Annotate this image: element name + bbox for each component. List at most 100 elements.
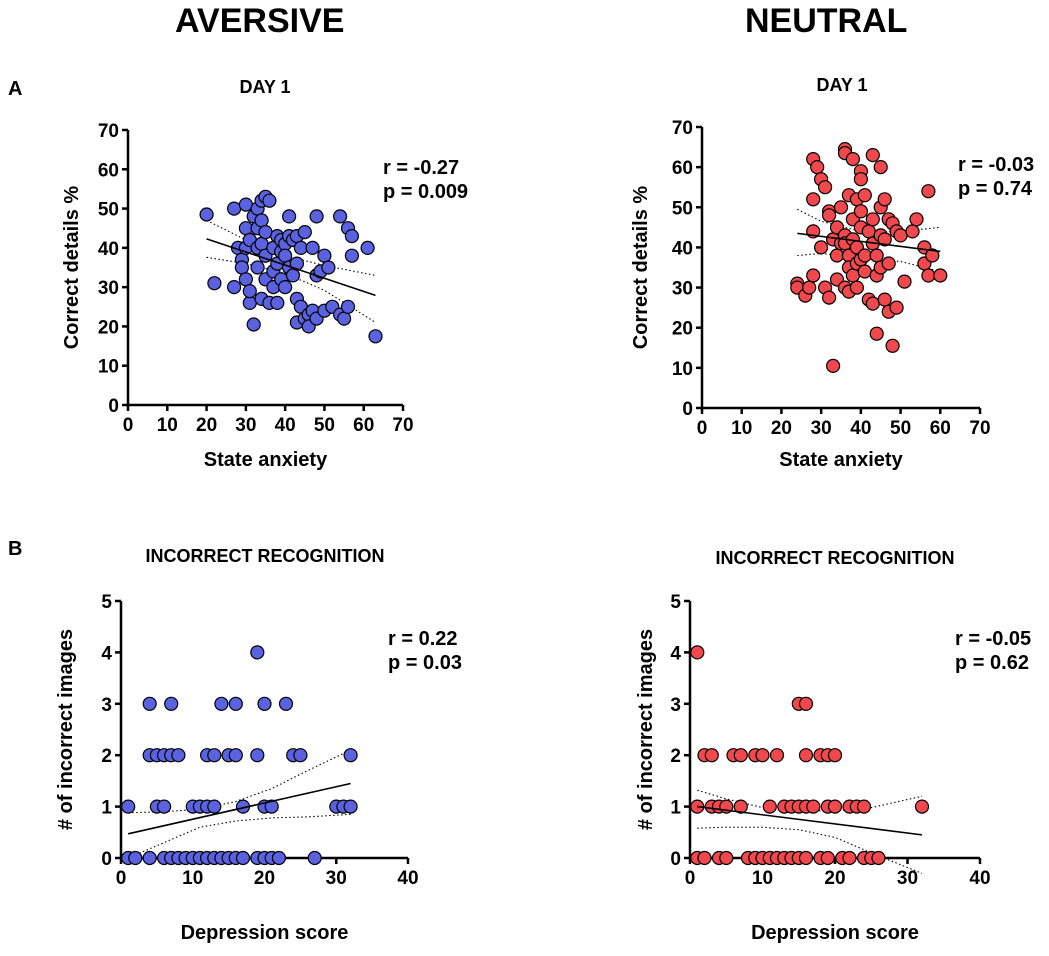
data-point — [817, 180, 833, 195]
data-point — [271, 850, 286, 866]
data-point — [337, 311, 352, 326]
x-tick-label: 10 — [752, 868, 773, 889]
x-tick-label: 70 — [392, 415, 413, 436]
data-point — [857, 248, 872, 263]
data-point — [258, 225, 273, 240]
y-tick-label: 60 — [98, 160, 119, 181]
y-tick-label: 3 — [101, 695, 112, 716]
x-tick-label: 20 — [254, 868, 275, 889]
data-point — [207, 276, 222, 291]
data-point — [897, 274, 912, 289]
data-point — [238, 272, 253, 287]
data-point — [869, 326, 884, 341]
data-point — [842, 850, 857, 866]
data-point — [234, 260, 249, 275]
data-point — [853, 172, 869, 187]
data-point — [250, 260, 265, 275]
chart-2: DAY 1 0 10 20 30 40 50 60 70 0 10 20 30 40 50 60 70 State… — [630, 75, 1034, 471]
data-point — [128, 850, 143, 866]
x-tick-label: 0 — [116, 868, 127, 889]
y-tick-label: 40 — [672, 238, 693, 259]
data-point — [825, 358, 841, 373]
data-point — [813, 240, 829, 255]
data-point — [227, 201, 242, 216]
data-point — [293, 240, 308, 255]
y-tick-label: 0 — [101, 849, 112, 870]
y-tick-label: 0 — [682, 399, 693, 420]
y-tick-label: 4 — [670, 643, 681, 664]
data-point — [697, 850, 712, 866]
x-tick-label: 40 — [397, 868, 418, 889]
data-point — [360, 240, 375, 255]
data-point — [733, 799, 748, 814]
x-tick-label: 40 — [275, 415, 296, 436]
y-axis-label: Correct details % — [61, 186, 83, 350]
data-point — [856, 799, 872, 814]
data-point — [829, 248, 845, 263]
x-tick-label: 30 — [235, 415, 256, 436]
data-point — [877, 292, 892, 307]
data-point — [933, 268, 948, 283]
x-tick-label: 40 — [969, 868, 990, 889]
data-point — [343, 748, 358, 763]
data-point — [227, 280, 242, 295]
x-tick-label: 0 — [685, 868, 696, 889]
data-point — [921, 268, 936, 283]
data-point — [321, 260, 336, 275]
data-point — [207, 799, 222, 814]
data-point — [228, 748, 243, 763]
data-point — [238, 197, 253, 212]
regression-line — [697, 805, 923, 836]
data-point — [207, 748, 222, 763]
panel-letter-a: A — [8, 78, 23, 100]
data-point — [242, 295, 257, 310]
data-point — [833, 200, 849, 215]
correlation-p-annotation: p = 0.009 — [383, 181, 468, 203]
x-tick-label: 30 — [326, 868, 347, 889]
data-point — [368, 329, 383, 344]
data-point — [798, 696, 814, 711]
y-tick-label: 1 — [101, 798, 112, 819]
x-tick-label: 70 — [969, 418, 990, 439]
chart-title: INCORRECT RECOGNITION — [715, 548, 954, 568]
data-point — [849, 280, 865, 295]
data-point — [853, 204, 869, 219]
aversive-column-title: AVERSIVE — [175, 2, 345, 40]
data-point — [806, 192, 821, 207]
data-point — [806, 799, 821, 814]
correlation-p-annotation: p = 0.74 — [958, 178, 1033, 200]
correlation-r-annotation: r = -0.05 — [955, 628, 1031, 650]
data-point — [343, 799, 358, 814]
data-point — [121, 799, 136, 814]
x-tick-label: 60 — [930, 418, 951, 439]
y-tick-label: 5 — [101, 592, 112, 613]
data-point — [821, 290, 837, 305]
y-tick-label: 0 — [108, 396, 119, 417]
data-point — [810, 160, 825, 175]
data-point — [142, 696, 157, 711]
neutral-column-title: NEUTRAL — [745, 2, 908, 40]
y-tick-label: 40 — [98, 239, 119, 260]
data-point — [317, 248, 332, 263]
x-tick-label: 10 — [182, 868, 203, 889]
x-axis-label: Depression score — [751, 922, 919, 944]
data-point — [171, 748, 186, 763]
data-point — [806, 268, 821, 283]
data-point — [893, 228, 908, 243]
data-point — [857, 188, 872, 203]
y-tick-label: 2 — [101, 746, 112, 767]
data-point — [865, 296, 880, 311]
y-tick-label: 1 — [670, 798, 681, 819]
data-point — [755, 748, 770, 763]
correlation-p-annotation: p = 0.03 — [388, 652, 462, 674]
y-tick-label: 20 — [672, 319, 693, 340]
data-point — [704, 748, 719, 763]
chart-4: INCORRECT RECOGNITION 0 10 20 30 40 0 1 2 3 4 5 Depr… — [635, 548, 1031, 944]
y-axis-label: # of incorrect images — [635, 629, 657, 830]
data-point — [235, 850, 251, 866]
y-tick-label: 5 — [670, 592, 681, 613]
data-point — [845, 152, 861, 167]
regression-line — [127, 782, 351, 835]
ci-upper-band — [128, 749, 351, 814]
data-point — [278, 248, 293, 263]
